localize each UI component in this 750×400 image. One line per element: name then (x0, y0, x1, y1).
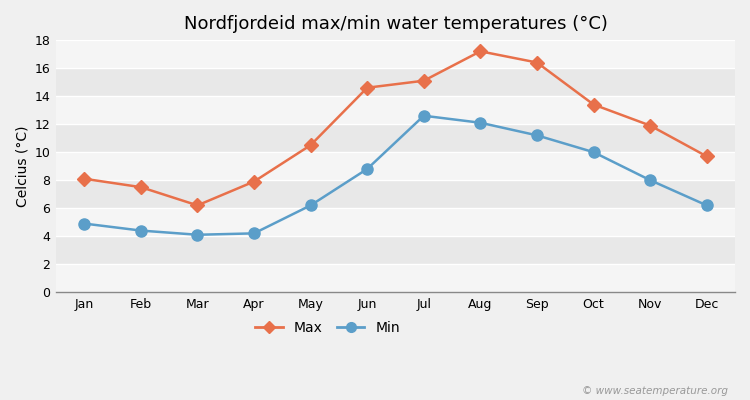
Bar (56, 180, 735, 208)
Text: © www.seatemperature.org: © www.seatemperature.org (581, 386, 728, 396)
Bar (56, 68, 735, 96)
Legend: Max, Min: Max, Min (250, 316, 406, 341)
Bar (56, 236, 735, 264)
Bar (56, 40, 735, 68)
Bar (56, 264, 735, 292)
Title: Nordfjordeid max/min water temperatures (°C): Nordfjordeid max/min water temperatures … (184, 15, 608, 33)
Bar (56, 208, 735, 236)
Bar (56, 152, 735, 180)
Bar (56, 96, 735, 124)
Y-axis label: Celcius (°C): Celcius (°C) (15, 125, 29, 207)
Bar (56, 124, 735, 152)
